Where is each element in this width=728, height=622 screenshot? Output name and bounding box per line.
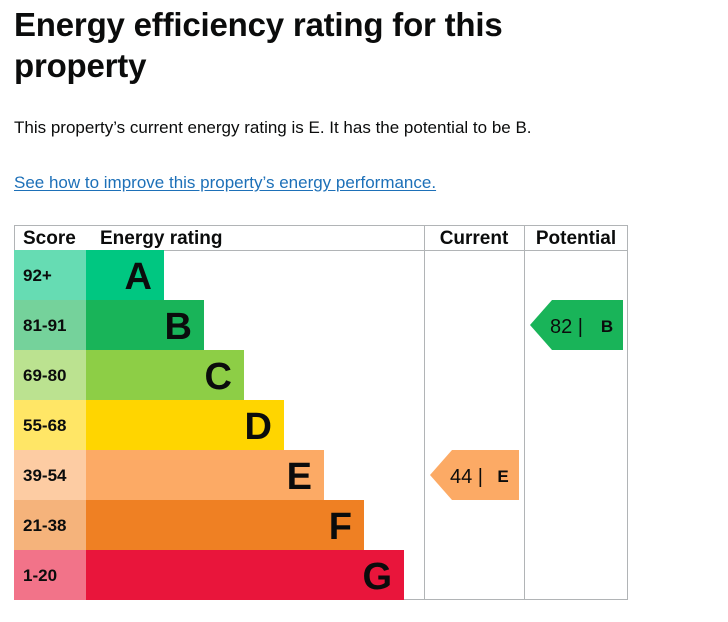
score-cell-b: [14, 300, 86, 350]
score-cell-e: [14, 450, 86, 500]
improve-energy-link[interactable]: See how to improve this property’s energ…: [14, 173, 437, 192]
score-label-f: 21-38: [23, 516, 66, 535]
band-bar-c: [86, 350, 244, 400]
rating-arrows: 44 | E 82 | B: [430, 300, 623, 500]
score-label-c: 69-80: [23, 366, 66, 385]
chart-headers: Score Energy rating Current Potential: [23, 228, 616, 249]
header-energy-rating: Energy rating: [100, 228, 222, 249]
score-label-a: 92+: [23, 266, 52, 285]
band-letter-f: F: [329, 506, 352, 548]
band-letter-d: D: [245, 406, 272, 448]
score-label-g: 1-20: [23, 566, 57, 585]
score-label-e: 39-54: [23, 466, 67, 485]
band-bar-g: [86, 550, 404, 600]
potential-rating-value: 82 |: [550, 316, 583, 338]
score-cell-a: [14, 250, 86, 300]
chart-grid: [14, 225, 628, 600]
band-letter-a: A: [125, 256, 152, 298]
score-label-d: 55-68: [23, 416, 66, 435]
band-letter-b: B: [165, 306, 192, 348]
band-bar-a: [86, 250, 164, 300]
score-cell-g: [14, 550, 86, 600]
potential-rating-arrow: [530, 300, 623, 350]
header-potential: Potential: [536, 228, 616, 249]
band-bar-d: [86, 400, 284, 450]
rating-summary: This property’s current energy rating is…: [14, 118, 532, 137]
band-letter-e: E: [287, 456, 312, 498]
current-rating-letter: E: [497, 467, 508, 486]
band-letter-g: G: [362, 556, 392, 598]
rating-bands: 92+ A 81-91 B 69-80 C 55-68 D 39-54 E 21-38 F 1-20 G: [14, 250, 404, 600]
current-rating-value: 44 |: [450, 466, 483, 488]
score-cell-f: [14, 500, 86, 550]
header-score: Score: [23, 228, 76, 249]
score-label-b: 81-91: [23, 316, 66, 335]
band-bar-e: [86, 450, 324, 500]
band-letter-c: C: [205, 356, 232, 398]
band-bar-f: [86, 500, 364, 550]
score-cell-c: [14, 350, 86, 400]
potential-rating-letter: B: [601, 317, 613, 336]
band-bar-b: [86, 300, 204, 350]
page-title: Energy efficiency rating for this proper…: [14, 6, 503, 84]
score-cell-d: [14, 400, 86, 450]
header-current: Current: [440, 228, 509, 249]
current-rating-arrow: [430, 450, 519, 500]
